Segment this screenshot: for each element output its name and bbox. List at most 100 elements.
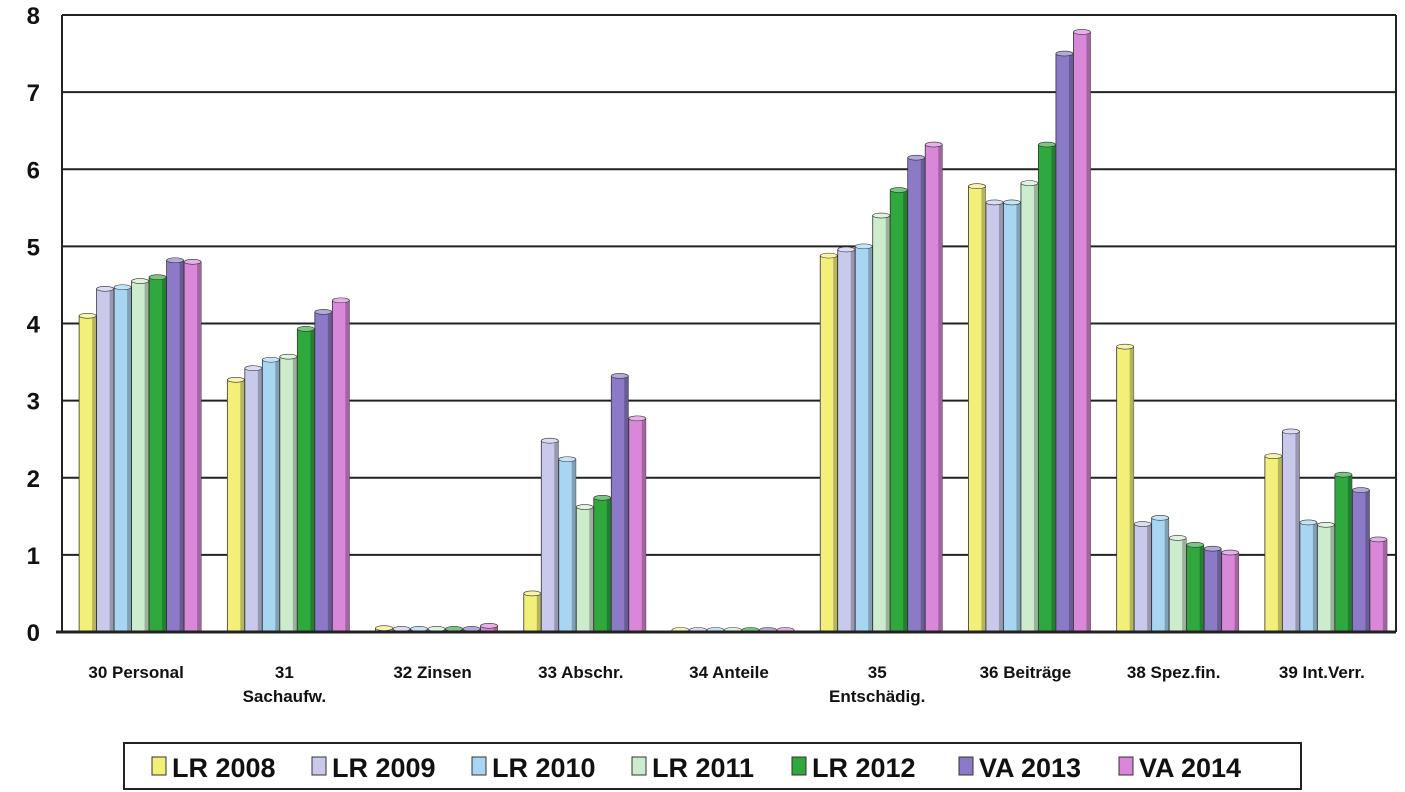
bar [819, 252, 838, 633]
bar-cap [924, 141, 943, 148]
bar [985, 199, 1004, 633]
bar-cap [113, 284, 132, 291]
legend-label: LR 2012 [812, 753, 916, 783]
bar [593, 495, 612, 633]
bar-shade [493, 625, 498, 632]
bar [166, 257, 185, 633]
bar [480, 623, 498, 633]
bar-cap [1203, 545, 1222, 552]
bar [226, 377, 245, 633]
bar-cap [480, 623, 498, 629]
x-tick-label: 32 Zinsen [393, 663, 471, 682]
bar-cap [1334, 471, 1353, 478]
bar-shade [1086, 31, 1091, 632]
bar-cap [1317, 521, 1335, 528]
bar [1073, 29, 1091, 633]
bar-shade [1330, 524, 1335, 632]
bar-shade [1217, 548, 1222, 632]
bar-cap [1073, 29, 1091, 35]
x-tick-label: Sachaufw. [243, 687, 326, 706]
bar-shade [606, 497, 611, 632]
bar-cap [1020, 180, 1039, 186]
bar [1003, 199, 1021, 633]
bar-shade [310, 328, 315, 632]
bar [610, 373, 629, 633]
x-axis: 30 Personal 31 Sachaufw. 32 Zinsen 33 Abschr… [56, 630, 1396, 706]
bar-cap [1038, 141, 1056, 148]
bar-shade [1068, 53, 1073, 632]
bar [131, 278, 150, 633]
bar [1351, 487, 1370, 633]
bar-cap [148, 274, 167, 281]
bar-cap [183, 258, 202, 265]
bar [375, 625, 393, 633]
bar [1020, 180, 1039, 633]
bar [575, 504, 594, 633]
legend-label: VA 2014 [1139, 753, 1241, 783]
bar-cap [227, 377, 245, 383]
bar-cap [1168, 535, 1187, 541]
bar-cap [854, 243, 873, 250]
bar-shade [554, 440, 559, 632]
bar-cap [1282, 428, 1300, 435]
x-tick-label: 39 Int.Verr. [1279, 663, 1365, 682]
bar-shade [1382, 539, 1387, 632]
bar [889, 187, 908, 633]
legend-label: LR 2011 [652, 753, 754, 783]
bar-cap [1151, 515, 1169, 521]
bar-cap [968, 183, 986, 190]
bar-cap [166, 257, 184, 264]
bar [1203, 545, 1222, 633]
legend-label: LR 2008 [172, 753, 276, 783]
legend-swatch [311, 756, 327, 776]
bar-cap [575, 504, 594, 510]
legend-swatch [791, 756, 807, 776]
legend-swatch [151, 756, 167, 776]
bar [445, 626, 463, 633]
bar-shade [885, 215, 890, 632]
bar [872, 212, 891, 633]
bar [523, 590, 542, 633]
bar-shade [1129, 346, 1134, 632]
bar-cap [262, 356, 280, 363]
bar [1151, 515, 1170, 633]
bar-shade [162, 277, 167, 632]
bar-cap [872, 212, 891, 219]
bar-shade [1182, 537, 1187, 632]
bar-shade [1277, 456, 1282, 632]
bar-cap [837, 246, 856, 253]
bar [540, 437, 559, 633]
bar [1334, 471, 1353, 633]
bar-cap [907, 154, 926, 161]
bar-shade [109, 288, 114, 632]
y-tick-label: 1 [27, 543, 40, 570]
legend-swatch [958, 756, 974, 776]
bar-shade [641, 418, 646, 632]
legend-label: VA 2013 [979, 753, 1081, 783]
bar-shade [1051, 144, 1056, 632]
y-tick-label: 0 [27, 620, 40, 647]
x-tick-label: 34 Anteile [689, 663, 769, 682]
bar-cap [558, 456, 577, 463]
bar-shade [1365, 490, 1370, 632]
bar [1281, 428, 1300, 633]
bar-shade [240, 379, 245, 632]
x-tick-label: 36 Beiträge [980, 663, 1072, 682]
bar [628, 415, 647, 633]
legend: LR 2008 LR 2009 LR 2010 LR 2011 LR 2012 VA 20… [123, 742, 1302, 790]
bar [1168, 535, 1187, 633]
bar-shade [1347, 474, 1352, 632]
bar [1299, 519, 1318, 633]
bar-cap [314, 309, 333, 315]
bar [296, 326, 315, 633]
bar-cap [1003, 199, 1021, 206]
x-tick-label: 35 [868, 663, 887, 682]
y-tick-label: 5 [27, 234, 40, 261]
bar-shade [275, 359, 280, 632]
y-tick-label: 2 [27, 466, 40, 493]
bar-shade [179, 260, 184, 632]
bar-cap [1299, 519, 1318, 526]
bar-cap [1221, 549, 1239, 556]
bar-shade [345, 300, 350, 632]
bar [1316, 521, 1335, 633]
